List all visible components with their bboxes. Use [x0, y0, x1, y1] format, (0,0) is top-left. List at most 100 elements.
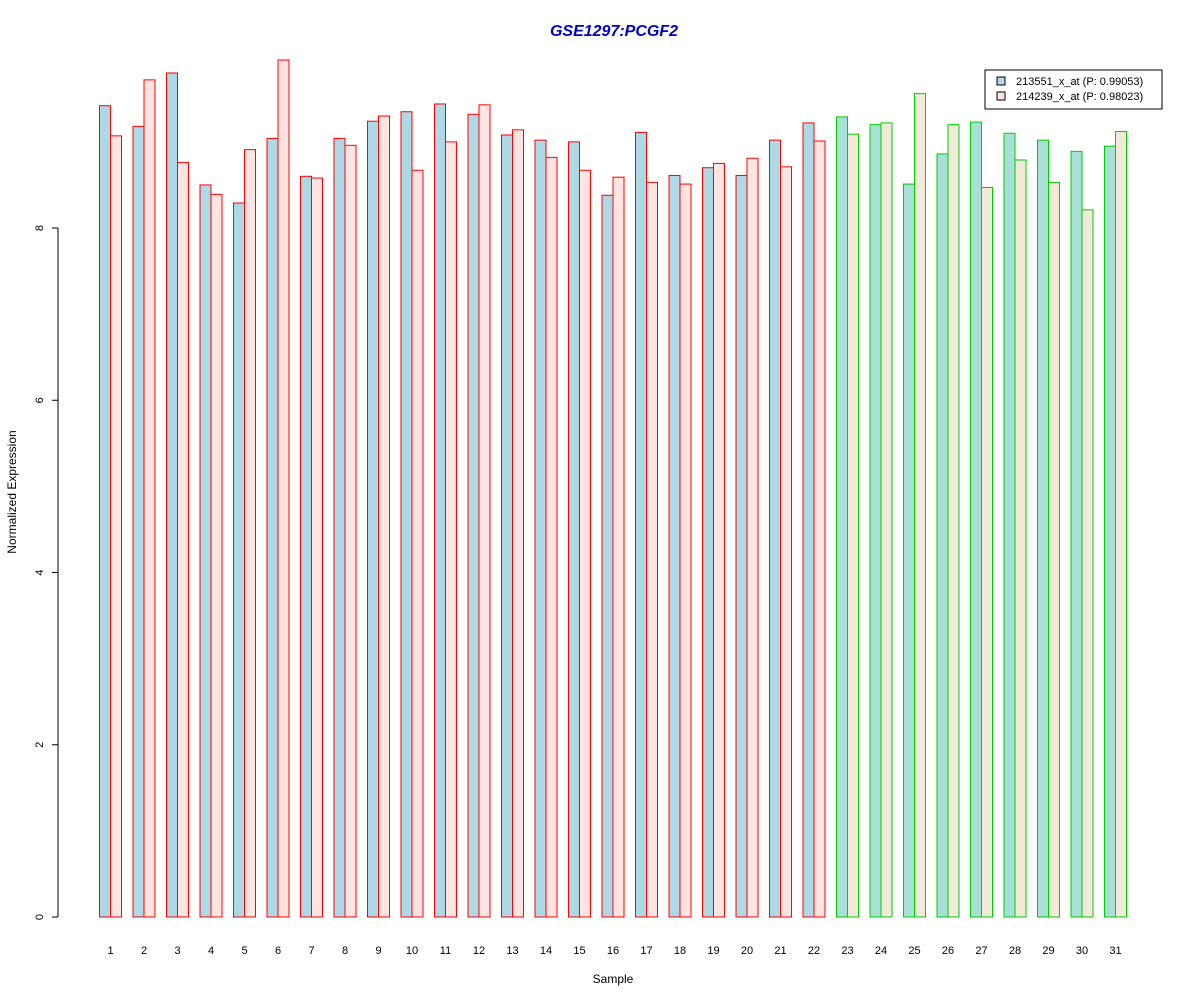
x-tick-label-27: 27 [975, 945, 987, 957]
x-tick-label-10: 10 [406, 945, 418, 957]
x-tick-label-13: 13 [506, 945, 518, 957]
bar-series-1-sample-26 [936, 153, 949, 918]
x-tick-label-5: 5 [241, 945, 247, 957]
x-tick-label-6: 6 [275, 945, 281, 957]
x-tick-label-29: 29 [1042, 945, 1054, 957]
bar-series-2-sample-27 [981, 187, 993, 918]
bar-series-2-sample-23 [847, 133, 859, 918]
bar-series-2-sample-20 [746, 157, 759, 918]
chart-title: GSE1297:PCGF2 [550, 23, 678, 40]
bar-series-1-sample-6 [266, 137, 279, 918]
x-tick-label-24: 24 [875, 945, 887, 957]
bar-series-1-sample-4 [199, 184, 212, 918]
bar-series-2-sample-22 [813, 140, 826, 918]
bar-series-2-sample-28 [1014, 159, 1027, 918]
y-axis-label: Normalized Expression [5, 430, 19, 553]
bar-series-2-sample-10 [411, 169, 424, 918]
bar-series-2-sample-17 [646, 181, 658, 918]
bar-series-2-sample-24 [880, 122, 893, 918]
bar-series-2-sample-4 [210, 193, 223, 918]
x-tick-label-7: 7 [308, 945, 314, 957]
legend: 213551_x_at (P: 0.99053) 214239_x_at (P:… [984, 69, 1163, 110]
bar-series-2-sample-7 [311, 177, 323, 918]
bar-series-1-sample-22 [802, 122, 815, 918]
y-tick-label-2: 2 [34, 742, 46, 748]
x-tick-label-20: 20 [741, 945, 753, 957]
bar-series-1-sample-27 [970, 121, 982, 918]
legend-label-series-2: 214239_x_at (P: 0.98023) [1016, 91, 1143, 103]
bar-series-1-sample-14 [534, 139, 547, 918]
bar-series-1-sample-25 [903, 183, 915, 918]
bar-series-1-sample-10 [400, 111, 413, 918]
bar-series-1-sample-23 [836, 116, 848, 918]
y-tick-label-6: 6 [34, 397, 46, 403]
bar-series-2-sample-30 [1081, 209, 1094, 918]
bar-series-2-sample-5 [244, 149, 256, 918]
bar-series-2-sample-25 [914, 93, 926, 918]
bar-series-1-sample-18 [668, 174, 681, 918]
x-tick-label-4: 4 [208, 945, 214, 957]
bar-series-2-sample-12 [478, 104, 491, 918]
bar-series-1-sample-19 [702, 167, 714, 918]
legend-label-series-1: 213551_x_at (P: 0.99053) [1016, 76, 1143, 88]
y-tick-label-4: 4 [34, 569, 46, 575]
bar-series-1-sample-13 [501, 134, 513, 918]
x-tick-label-16: 16 [607, 945, 619, 957]
bar-series-1-sample-9 [367, 120, 379, 918]
x-tick-label-9: 9 [375, 945, 381, 957]
y-tick-label-0: 0 [34, 914, 46, 920]
bar-series-1-sample-2 [132, 125, 145, 918]
bar-series-1-sample-20 [735, 174, 748, 918]
bar-series-1-sample-8 [333, 137, 346, 918]
bar-series-1-sample-30 [1070, 150, 1083, 918]
x-tick-label-2: 2 [141, 945, 147, 957]
x-tick-label-23: 23 [841, 945, 853, 957]
bar-series-1-sample-5 [233, 202, 245, 918]
x-axis-ticks: 1 2 3 4 5 6 7 8 9 10 11 12 13 14 15 16 17 18 19 20 21 22 23 24 2… [107, 945, 1121, 957]
bar-series-2-sample-29 [1048, 181, 1060, 918]
x-tick-label-1: 1 [107, 945, 113, 957]
bar-series-2-sample-16 [612, 176, 625, 918]
x-tick-label-19: 19 [707, 945, 719, 957]
bar-series-2-sample-15 [579, 169, 591, 918]
bar-series-2-sample-2 [143, 79, 156, 918]
bar-series-2-sample-1 [110, 135, 122, 918]
bar-series-1-sample-7 [300, 175, 312, 918]
bar-series-2-sample-19 [713, 162, 725, 918]
bar-series-1-sample-29 [1037, 139, 1049, 918]
x-tick-label-30: 30 [1076, 945, 1088, 957]
bar-series-1-sample-11 [434, 103, 446, 918]
bar-series-2-sample-18 [679, 183, 692, 918]
legend-box [984, 69, 1163, 110]
bar-series-1-sample-21 [769, 139, 781, 918]
bar-series-1-sample-12 [467, 113, 480, 918]
x-tick-label-22: 22 [808, 945, 820, 957]
bar-series-2-sample-6 [277, 59, 290, 918]
bar-series-2-sample-3 [177, 162, 189, 918]
x-tick-label-3: 3 [174, 945, 180, 957]
x-tick-label-31: 31 [1109, 945, 1121, 957]
x-axis-label: Sample [593, 972, 634, 986]
bar-series-1-sample-1 [99, 105, 111, 918]
x-tick-label-17: 17 [640, 945, 652, 957]
y-axis: 0 2 4 6 8 [34, 225, 59, 920]
x-tick-label-14: 14 [540, 945, 552, 957]
y-tick-label-8: 8 [34, 225, 46, 231]
bar-series-1-sample-31 [1104, 145, 1116, 918]
x-tick-label-21: 21 [774, 945, 786, 957]
x-tick-label-11: 11 [440, 945, 451, 957]
bar-series-2-sample-9 [378, 115, 390, 918]
bar-series-2-sample-8 [344, 144, 357, 918]
bar-series-2-sample-14 [545, 156, 558, 918]
x-tick-label-15: 15 [573, 945, 585, 957]
bar-series-1-sample-15 [568, 141, 580, 918]
bar-series-2-sample-11 [445, 141, 457, 918]
bars-group [99, 59, 1127, 918]
bar-series-2-sample-21 [780, 166, 792, 918]
legend-swatch-series-1 [996, 76, 1006, 86]
bar-series-1-sample-28 [1003, 132, 1016, 918]
bar-series-1-sample-16 [601, 194, 614, 918]
x-tick-label-28: 28 [1009, 945, 1021, 957]
